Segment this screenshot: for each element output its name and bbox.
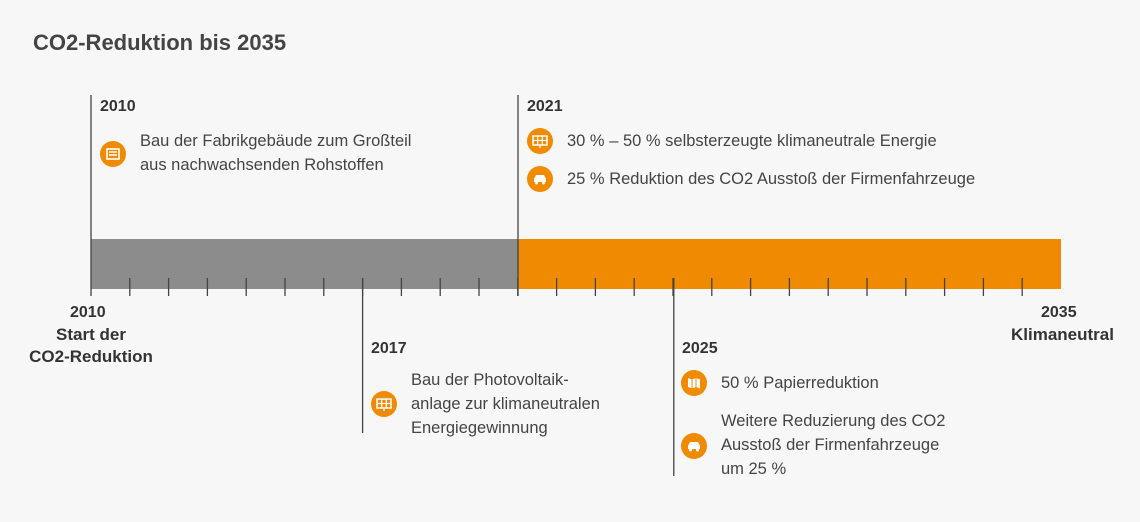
text-line: aus nachwachsenden Rohstoffen (140, 156, 384, 174)
milestone-lines (90, 95, 675, 476)
text-line: Bau der Fabrikgebäude zum Großteil (140, 132, 412, 150)
text-line: Ausstoß der Firmenfahrzeuge (721, 436, 940, 454)
axis-end-year: 2035 (1041, 304, 1077, 321)
car-icon (527, 166, 553, 192)
milestone-year: 2021 (527, 98, 563, 115)
paper-icon (681, 370, 707, 396)
building-icon (100, 141, 126, 167)
text-line: 25 % Reduktion des CO2 Ausstoß der Firme… (567, 170, 976, 188)
milestone-text: 25 % Reduktion des CO2 Ausstoß der Firme… (567, 167, 975, 191)
axis-end-label: Klimaneutral (1000, 324, 1125, 346)
car-icon (681, 433, 707, 459)
milestone-text: 30 % – 50 % selbsterzeugte klimaneutrale… (567, 129, 937, 153)
axis-start-year: 2010 (70, 304, 106, 321)
label-line: Klimaneutral (1011, 325, 1114, 344)
axis-start-label: Start der CO2-Reduktion (14, 324, 168, 368)
solar-icon (527, 128, 553, 154)
milestone-text: 50 % Papierreduktion (721, 371, 879, 395)
past-bar (91, 239, 518, 289)
milestone-year: 2017 (371, 340, 407, 357)
milestone-text: Bau der Fabrikgebäude zum Großteil aus n… (140, 129, 411, 177)
text-line: Bau der Photovoltaik- (411, 371, 569, 389)
text-line: Weitere Reduzierung des CO2 (721, 412, 946, 430)
milestone-year: 2025 (682, 340, 718, 357)
title: CO2-Reduktion bis 2035 (33, 30, 287, 55)
milestone-year: 2010 (100, 98, 136, 115)
text-line: anlage zur klimaneutralen (411, 395, 600, 413)
text-line: 30 % – 50 % selbsterzeugte klimaneutrale… (567, 132, 937, 150)
text-line: Energiegewinnung (411, 419, 548, 437)
label-line: CO2-Reduktion (29, 347, 153, 366)
label-line: Start der (56, 325, 126, 344)
text-line: 50 % Papierreduktion (721, 374, 879, 392)
milestone-text: Weitere Reduzierung des CO2 Ausstoß der … (721, 409, 945, 481)
milestone-text: Bau der Photovoltaik- anlage zur klimane… (411, 368, 600, 440)
solar-icon (371, 391, 397, 417)
text-line: um 25 % (721, 460, 787, 478)
